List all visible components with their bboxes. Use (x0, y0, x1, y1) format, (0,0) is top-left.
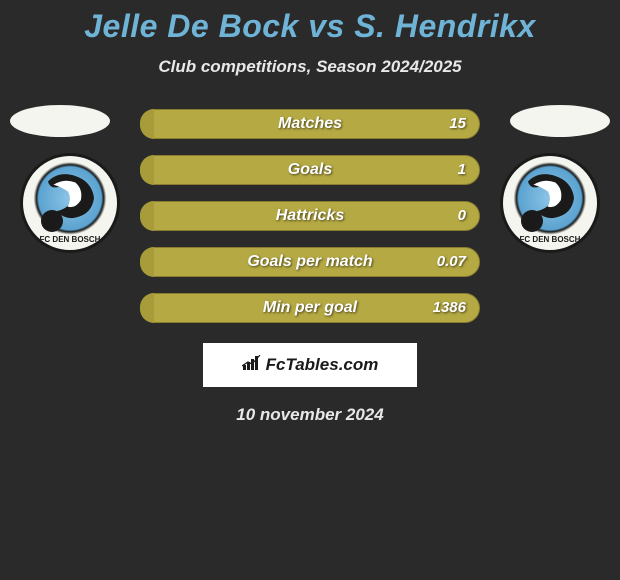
stat-value-right: 1386 (433, 293, 466, 323)
club-badge-right: FC DEN BOSCH (500, 153, 600, 253)
badge-text-right: FC DEN BOSCH (503, 235, 597, 244)
player-head-right (510, 105, 610, 137)
stat-row: Goals1 (140, 155, 480, 185)
stat-row: Goals per match0.07 (140, 247, 480, 277)
subtitle: Club competitions, Season 2024/2025 (0, 57, 620, 77)
stat-value-right: 15 (449, 109, 466, 139)
page-title: Jelle De Bock vs S. Hendrikx (0, 8, 620, 45)
stat-value-right: 0 (458, 201, 466, 231)
brand-box[interactable]: FcTables.com (203, 343, 417, 387)
stat-label: Goals per match (140, 247, 480, 277)
stat-row: Matches15 (140, 109, 480, 139)
badge-text-left: FC DEN BOSCH (23, 235, 117, 244)
stat-label: Matches (140, 109, 480, 139)
badge-circle: FC DEN BOSCH (500, 153, 600, 253)
club-badge-left: FC DEN BOSCH (20, 153, 120, 253)
bar-chart-icon (242, 355, 262, 376)
stats-area: FC DEN BOSCH FC DEN BOSCH Matches15 Goals… (0, 109, 620, 323)
stat-value-right: 1 (458, 155, 466, 185)
stat-label: Goals (140, 155, 480, 185)
stat-value-right: 0.07 (437, 247, 466, 277)
stat-rows: Matches15 Goals1 Hattricks0 Goals per match… (140, 109, 480, 323)
brand-text: FcTables.com (266, 355, 379, 375)
player-head-left (10, 105, 110, 137)
badge-circle: FC DEN BOSCH (20, 153, 120, 253)
date-line: 10 november 2024 (0, 405, 620, 425)
stat-row: Min per goal1386 (140, 293, 480, 323)
soccer-ball-icon (41, 210, 63, 232)
soccer-ball-icon (521, 210, 543, 232)
stat-row: Hattricks0 (140, 201, 480, 231)
stat-label: Min per goal (140, 293, 480, 323)
stat-label: Hattricks (140, 201, 480, 231)
comparison-card: Jelle De Bock vs S. Hendrikx Club compet… (0, 0, 620, 425)
